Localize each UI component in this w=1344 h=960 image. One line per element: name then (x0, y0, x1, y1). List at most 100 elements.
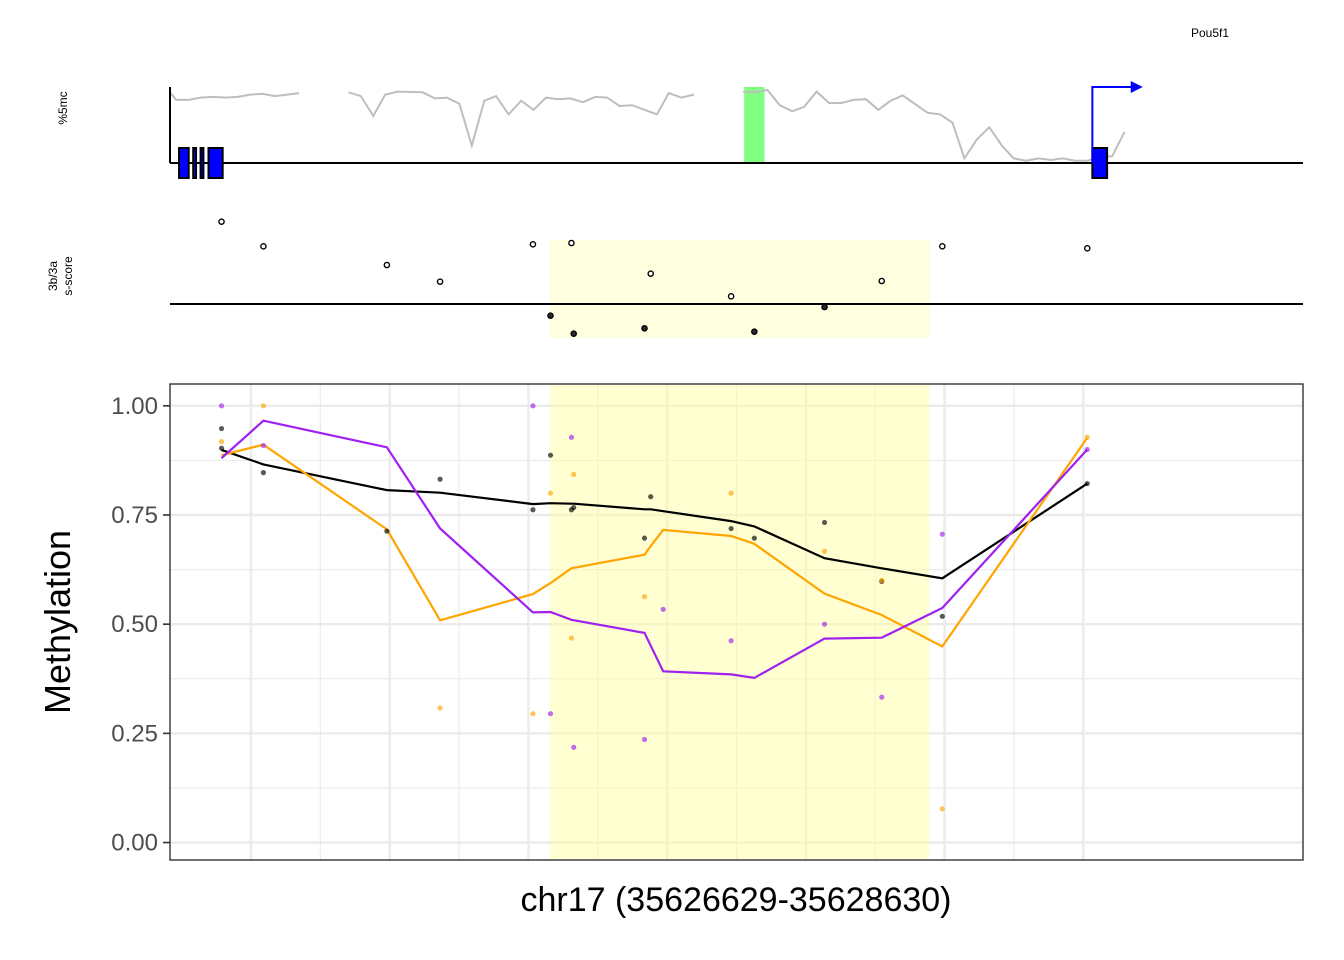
series-0-point-11 (728, 525, 734, 532)
score-point-13 (878, 277, 886, 285)
trace-5mc-segment-2 (742, 88, 1126, 162)
series-2-point-8 (728, 638, 734, 644)
series-2-point-3 (547, 711, 554, 717)
exon-2 (199, 147, 205, 179)
score-highlight (549, 240, 930, 338)
smoothed-lines (220, 419, 1089, 680)
score-point-3 (436, 278, 444, 285)
y-axis-label: Methylation (37, 530, 78, 714)
series-2-point-4 (568, 434, 575, 440)
score-point-9 (647, 270, 655, 277)
gene-track: %5mc Pou5f1 (56, 26, 1303, 179)
y-tick-label-1: 0.25 (111, 720, 158, 747)
x-axis-label: chr17 (35626629-35628630) (520, 881, 951, 919)
score-point-4 (529, 241, 537, 248)
series-0-point-9 (641, 535, 648, 541)
series-2-point-2 (530, 403, 536, 409)
gene-track-axes (169, 87, 1303, 164)
score-point-1 (260, 243, 267, 250)
score-track: 3b/3a s-score (46, 218, 1303, 338)
series-1-point-11 (939, 806, 945, 812)
series-0-point-1 (218, 445, 225, 451)
exon-3 (207, 147, 224, 179)
series-2-point-6 (641, 736, 648, 743)
score-point-5 (547, 312, 554, 319)
series-1-point-9 (821, 548, 828, 554)
series-1-point-3 (530, 711, 536, 717)
y-tick-label-0: 0.00 (111, 830, 158, 857)
trace-5mc-segment-0 (169, 91, 300, 101)
score-point-6 (568, 239, 575, 247)
series-2-point-10 (879, 694, 885, 700)
series-1-point-1 (260, 403, 267, 409)
trace-5mc-segment-1 (348, 90, 695, 150)
green-region (744, 87, 765, 163)
series-0-point-6 (547, 452, 554, 458)
tss-arrow-line (1091, 86, 1135, 163)
score-track-ylabel-line1: 3b/3a (46, 261, 60, 291)
series-0-point-13 (821, 519, 828, 526)
series-2-point-12 (1084, 446, 1090, 453)
gene-track-ylabel: %5mc (56, 91, 70, 124)
series-0-point-3 (384, 528, 390, 534)
series-0-point-12 (751, 535, 757, 541)
tss-arrow (1091, 81, 1143, 163)
series-1-point-12 (1084, 434, 1090, 440)
score-points (218, 218, 1091, 337)
score-point-10 (727, 293, 735, 300)
series-line-1 (221, 437, 1089, 648)
series-2-point-9 (821, 621, 828, 627)
score-track-ylabel-line2: s-score (61, 256, 75, 296)
series-1-point-8 (728, 490, 734, 496)
score-highlight-rect (549, 240, 930, 338)
score-point-11 (751, 328, 758, 335)
series-0-point-16 (1084, 480, 1090, 487)
series-line-2 (220, 419, 1089, 680)
highlight-region (549, 385, 930, 859)
score-point-14 (939, 243, 946, 250)
series-0-point-5 (530, 507, 536, 513)
panel-border (169, 383, 1304, 861)
y-tick-label-2: 0.50 (111, 611, 158, 638)
series-1-point-7 (641, 594, 648, 600)
exon-4 (1091, 147, 1109, 179)
methylation-trace (169, 88, 1126, 162)
score-point-15 (1083, 245, 1091, 252)
exon-0 (178, 147, 190, 179)
series-0-point-10 (648, 494, 654, 500)
series-1-point-0 (218, 439, 225, 445)
series-1-point-10 (879, 577, 885, 584)
series-2-point-0 (218, 403, 225, 409)
series-1-point-6 (571, 471, 577, 477)
series-0-point-8 (571, 504, 577, 511)
y-axis-ticks: 0.00 0.25 0.50 0.75 1.00 (111, 393, 170, 857)
methylation-panel: 0.00 0.25 0.50 0.75 1.00 Methylation chr17 (… (37, 383, 1304, 919)
exon-blocks (178, 147, 1109, 179)
tss-arrow-head (1130, 81, 1143, 93)
y-tick-label-3: 0.75 (111, 502, 158, 529)
series-0-point-15 (939, 613, 945, 619)
series-2-point-1 (260, 442, 267, 449)
exon-1 (192, 147, 198, 179)
grid-lines (170, 384, 1303, 860)
score-point-2 (383, 261, 391, 269)
series-0-point-0 (218, 425, 225, 432)
y-tick-label-4: 1.00 (111, 393, 158, 420)
score-point-8 (641, 325, 648, 332)
gene-label: Pou5f1 (1191, 26, 1229, 40)
score-point-12 (821, 303, 828, 311)
series-1-point-4 (547, 490, 554, 496)
series-0-point-2 (260, 470, 267, 476)
series-2-point-11 (939, 531, 945, 537)
score-point-0 (218, 218, 225, 225)
series-2-point-5 (571, 744, 577, 750)
series-0-point-4 (437, 476, 443, 482)
series-1-point-5 (568, 635, 575, 641)
series-2-point-7 (660, 606, 666, 612)
highlight-rect (549, 385, 930, 859)
series-1-point-2 (437, 705, 443, 711)
series-line-0 (221, 448, 1088, 580)
green-marker (744, 87, 765, 163)
data-points (218, 403, 1090, 812)
